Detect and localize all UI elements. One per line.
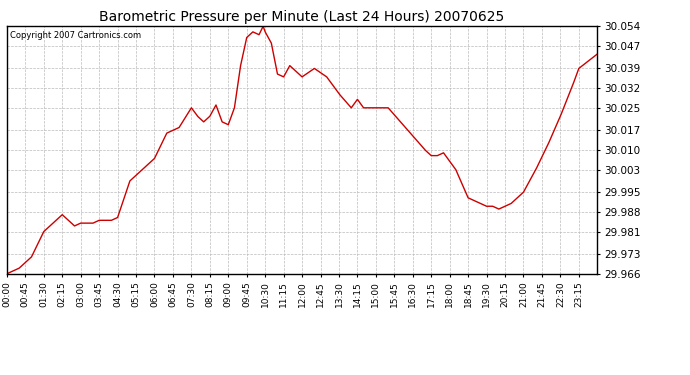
Text: Copyright 2007 Cartronics.com: Copyright 2007 Cartronics.com xyxy=(10,31,141,40)
Title: Barometric Pressure per Minute (Last 24 Hours) 20070625: Barometric Pressure per Minute (Last 24 … xyxy=(99,10,504,24)
